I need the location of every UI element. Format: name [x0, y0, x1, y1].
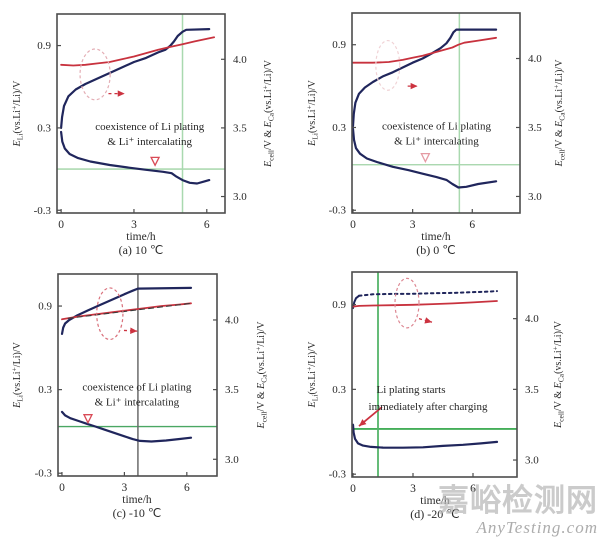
right-axis-label: Ecell/V & ECa(vs.Li+/Li)/V — [551, 59, 566, 168]
series-E-cell-ca — [61, 302, 192, 321]
highlight-ellipse — [394, 277, 420, 329]
plot-frame — [56, 13, 226, 214]
subplot-d: -0.3 0.3 0.9 3.0 3.5 4.0 0 3 6 ELi(vs.Li+/Li)/V Ec… — [300, 265, 600, 544]
right-axis-label: Ecell/V & ECa(vs.Li+/Li)/V — [260, 59, 275, 168]
x-axis-label: time/h — [122, 494, 152, 506]
series-E-Li-charging — [60, 28, 211, 129]
series-E-Li-plating — [351, 127, 498, 189]
annotation-text: coexistence of Li plating — [95, 121, 205, 133]
x-tick-label: 0 — [59, 482, 65, 494]
series-E-Li-charging-dashed — [358, 290, 498, 297]
x-tick-label: 6 — [470, 483, 476, 495]
arrowhead — [410, 82, 418, 90]
x-tick-label: 3 — [122, 482, 128, 494]
right-tick-label: 4.0 — [233, 54, 247, 66]
triangle-marker — [150, 156, 161, 167]
x-tick-label: 0 — [58, 219, 64, 231]
plot-frame — [351, 12, 521, 214]
right-tick-label: 3.0 — [225, 454, 239, 466]
right-tick-label: 3.5 — [233, 122, 247, 134]
left-tick-label: 0.3 — [332, 384, 346, 396]
x-tick-label: 3 — [410, 483, 416, 495]
series-E-Li-plating — [60, 410, 193, 443]
subplot-c-plot: -0.3 0.3 0.9 3.0 3.5 4.0 0 3 6 ELi(vs.Li+/Li)/V Ec… — [9, 273, 269, 520]
arrowhead — [117, 90, 125, 97]
right-tick-label: 3.0 — [233, 191, 247, 203]
right-tick-label: 3.5 — [225, 384, 239, 396]
left-tick-label: 0.3 — [37, 122, 51, 134]
annotation-text: & Li⁺ intercalating — [394, 136, 479, 148]
series-E-Li-charging-start — [352, 294, 360, 310]
x-tick-label: 3 — [131, 219, 137, 231]
left-axis-label: ELi(vs.Li+/Li)/V — [9, 341, 24, 408]
annotation-text: immediately after charging — [369, 401, 488, 413]
highlight-ellipse — [79, 48, 111, 101]
x-tick-label: 6 — [204, 219, 210, 231]
series-E-cell-ca — [60, 36, 215, 67]
left-tick-label: 0.3 — [332, 122, 346, 134]
series-E-cell-ca — [352, 300, 498, 308]
subplot-caption: (a) 10 ℃ — [119, 243, 164, 257]
series-E-Li-plating — [351, 423, 499, 449]
left-tick-label: 0.9 — [38, 301, 52, 313]
series-E-cell-ca — [352, 36, 497, 64]
series-E-ca-dashed-overlay — [67, 302, 191, 319]
series-E-Li-plating — [60, 130, 211, 185]
subplot-c: -0.3 0.3 0.9 3.0 3.5 4.0 0 3 6 ELi(vs.Li+/Li)/V Ec… — [0, 265, 300, 544]
right-tick-label: 3.5 — [528, 122, 542, 134]
right-tick-label: 3.0 — [525, 455, 539, 467]
left-tick-label: -0.3 — [329, 205, 347, 217]
left-tick-label: 0.9 — [332, 39, 346, 51]
right-tick-label: 4.0 — [525, 313, 539, 325]
annotation-text: & Li⁺ intercalating — [95, 397, 180, 409]
x-axis-label: time/h — [126, 231, 156, 243]
arrowhead — [424, 317, 432, 324]
subplot-a-plot: -0.3 0.3 0.9 3.0 3.5 4.0 0 3 6 ELi(vs.Li+/Li)/V Ec… — [9, 13, 276, 257]
right-tick-label: 4.0 — [225, 314, 239, 326]
series-E-Li-charging — [351, 28, 498, 128]
left-tick-label: 0.9 — [332, 299, 346, 311]
left-axis-label: ELi(vs.Li+/Li)/V — [9, 80, 24, 147]
x-tick-label: 0 — [350, 483, 356, 495]
triangle-marker — [420, 152, 431, 164]
highlight-ellipse — [96, 287, 124, 341]
x-tick-label: 0 — [350, 219, 356, 231]
right-axis-label: Ecell/V & ECa(vs.Li+/Li)/V — [550, 320, 565, 429]
right-tick-label: 4.0 — [528, 53, 542, 65]
x-axis-label: time/h — [421, 231, 451, 243]
annotation-text: Li plating starts — [376, 384, 445, 396]
plot-frame — [57, 273, 218, 477]
annotation-text: & Li⁺ intercalating — [107, 136, 192, 148]
plot-frame — [351, 271, 518, 478]
left-tick-label: 0.9 — [37, 40, 51, 52]
subplot-caption: (d) -20 ℃ — [410, 507, 459, 521]
x-tick-label: 6 — [469, 219, 475, 231]
subplot-a: -0.3 0.3 0.9 3.0 3.5 4.0 0 3 6 ELi(vs.Li+/Li)/V Ec… — [0, 0, 300, 265]
triangle-marker — [82, 414, 94, 425]
left-tick-label: -0.3 — [329, 469, 347, 481]
x-tick-label: 3 — [410, 219, 416, 231]
subplot-b-plot: -0.3 0.3 0.9 3.0 3.5 4.0 0 3 6 ELi(vs.Li+/Li)/V Ec… — [304, 12, 567, 257]
right-axis-label: Ecell/V & ECa(vs.Li+/Li)/V — [253, 321, 268, 430]
right-tick-label: 3.5 — [525, 384, 539, 396]
arrowhead — [359, 419, 367, 427]
right-tick-label: 3.0 — [528, 191, 542, 203]
left-axis-label: ELi(vs.Li+/Li)/V — [304, 79, 319, 146]
annotation-text: coexistence of Li plating — [382, 121, 492, 133]
arrowhead — [130, 327, 138, 334]
subplot-b: -0.3 0.3 0.9 3.0 3.5 4.0 0 3 6 ELi(vs.Li+/Li)/V Ec… — [300, 0, 600, 265]
annotation-text: coexistence of Li plating — [82, 381, 192, 393]
highlight-ellipse — [375, 39, 401, 91]
x-axis-label: time/h — [420, 495, 450, 507]
left-axis-label: ELi(vs.Li+/Li)/V — [304, 341, 319, 408]
subplot-d-plot: -0.3 0.3 0.9 3.0 3.5 4.0 0 3 6 ELi(vs.Li+/Li)/V Ec… — [304, 271, 566, 521]
left-tick-label: -0.3 — [34, 205, 52, 217]
left-tick-label: 0.3 — [38, 384, 52, 396]
left-tick-label: -0.3 — [35, 468, 53, 480]
subplot-caption: (c) -10 ℃ — [113, 506, 162, 520]
subplot-caption: (b) 0 ℃ — [416, 243, 455, 257]
series-E-Li-charging — [60, 286, 193, 335]
x-tick-label: 6 — [184, 482, 190, 494]
